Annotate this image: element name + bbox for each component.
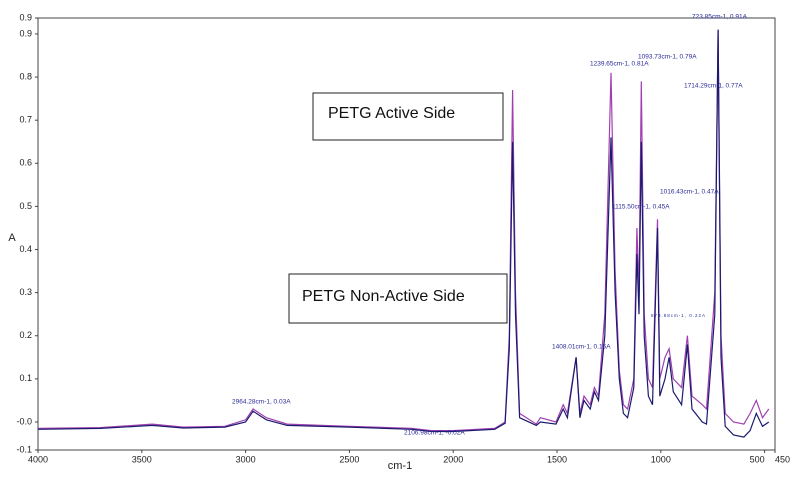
peak-annotation: 1115.50cm-1, 0.45A	[612, 204, 670, 211]
series-label: PETG Active Side	[328, 105, 455, 122]
peak-annotation: 1093.73cm-1, 0.79A	[638, 54, 697, 61]
x-tick-label: 1000	[651, 454, 671, 464]
y-axis-label: A	[8, 232, 16, 244]
label-box	[312, 92, 504, 141]
x-tick-label: 500	[750, 454, 765, 464]
x-tick-label: 3000	[236, 454, 256, 464]
peak-annotation: 1714.29cm-1, 0.77A	[684, 83, 743, 90]
x-tick-label: 4000	[28, 454, 48, 464]
peak-annotation: 2964.28cm-1, 0.03A	[232, 399, 291, 406]
y-tick-label: 0.8	[19, 71, 32, 81]
x-tick-label: 2000	[443, 454, 463, 464]
y-tick-label: 0.1	[19, 373, 32, 383]
series-label: PETG Non-Active Side	[302, 288, 465, 305]
y-tick-label: -0.1	[16, 444, 32, 454]
peak-annotation: 2106.98cm-1, -0.02A	[404, 430, 465, 437]
x-axis-label: cm-1	[388, 460, 412, 472]
y-tick-label: 0.6	[19, 158, 32, 168]
x-tick-label: 3500	[132, 454, 152, 464]
y-tick-label: 0.9	[19, 28, 32, 38]
spectrum-line	[37, 29, 770, 438]
y-tick-label: 0.2	[19, 330, 32, 340]
y-tick-label: 0.9	[19, 12, 32, 22]
peak-annotation: 1016.43cm-1, 0.47A	[660, 189, 719, 196]
peak-annotation: 723.85cm-1, 0.91A	[692, 14, 748, 21]
spectrum-line	[37, 29, 770, 432]
y-tick-label: 0.5	[19, 201, 32, 211]
plot-frame	[37, 17, 776, 451]
y-tick-label: 0.7	[19, 115, 32, 125]
y-tick-label: 0.4	[19, 244, 32, 254]
x-tick-label: 450	[775, 454, 790, 464]
peak-annotation: 1408.01cm-1, 0.15A	[552, 344, 611, 351]
x-tick-label: 1500	[547, 454, 567, 464]
y-tick-label: 0.3	[19, 287, 32, 297]
label-box	[288, 273, 508, 324]
y-tick-label: -0.0	[16, 416, 32, 426]
peak-annotation: 1239.65cm-1, 0.81A	[590, 61, 649, 68]
peak-annotation: 873.88cm-1, 0.22A	[651, 313, 706, 318]
x-tick-label: 2500	[339, 454, 359, 464]
